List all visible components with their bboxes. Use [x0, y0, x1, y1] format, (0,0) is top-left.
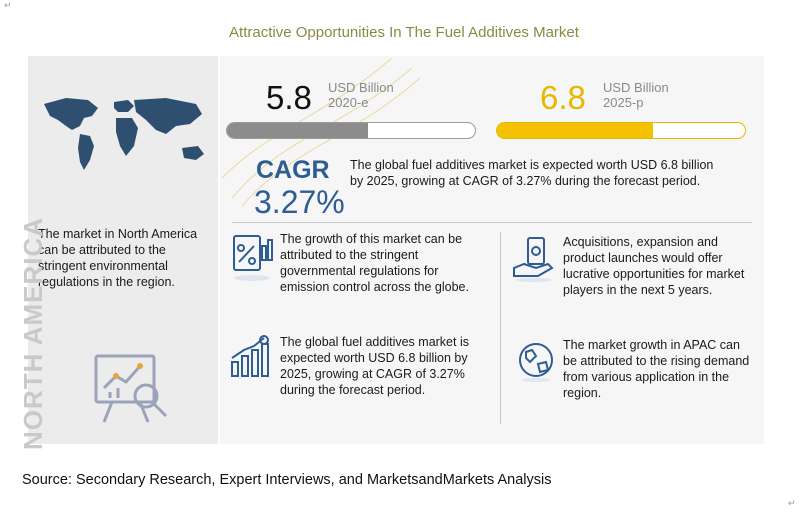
regulation-chart-icon [233, 235, 273, 281]
forecast-market-period: 2025-p [603, 95, 644, 110]
source-note: Source: Secondary Research, Expert Inter… [22, 472, 552, 488]
left-panel: The market in North America can be attri… [28, 56, 218, 444]
world-map-icon [44, 98, 204, 170]
current-market-bar-fill [227, 123, 369, 138]
paragraph-mark-bottom: ↵ [788, 498, 796, 508]
insight-text-2: Acquisitions, expansion and product laun… [563, 235, 745, 297]
forecast-market-value: 6.8 [540, 79, 586, 116]
current-market-value: 5.8 [266, 79, 312, 116]
insight-text-1: The growth of this market can be attribu… [280, 232, 469, 294]
current-market-unit: USD Billion [328, 80, 394, 95]
north-america-text: The market in North America can be attri… [38, 227, 198, 289]
cagr-description: The global fuel additives market is expe… [350, 158, 714, 188]
insight-text-4: The market growth in APAC can be attribu… [563, 338, 750, 400]
forecast-market-unit: USD Billion [603, 80, 669, 95]
region-label: NORTH AMERICA [18, 216, 48, 450]
growth-bar-chart-icon [231, 335, 269, 377]
forecast-market-bar-fill [497, 123, 654, 138]
paragraph-mark-top: ↵ [4, 0, 12, 10]
right-panel [220, 56, 764, 444]
cagr-label: CAGR [256, 156, 330, 184]
insight-text-3: The global fuel additives market is expe… [280, 335, 469, 397]
current-market-period: 2020-e [328, 95, 369, 110]
money-hand-icon [513, 237, 554, 282]
forecast-market-bar [496, 122, 746, 139]
row-divider [232, 222, 752, 223]
cagr-value: 3.27% [254, 184, 345, 220]
globe-icon [519, 343, 553, 382]
page-title: Attractive Opportunities In The Fuel Add… [229, 24, 579, 41]
current-market-bar [226, 122, 476, 139]
column-divider [500, 232, 501, 424]
presentation-analytics-icon [94, 354, 168, 423]
